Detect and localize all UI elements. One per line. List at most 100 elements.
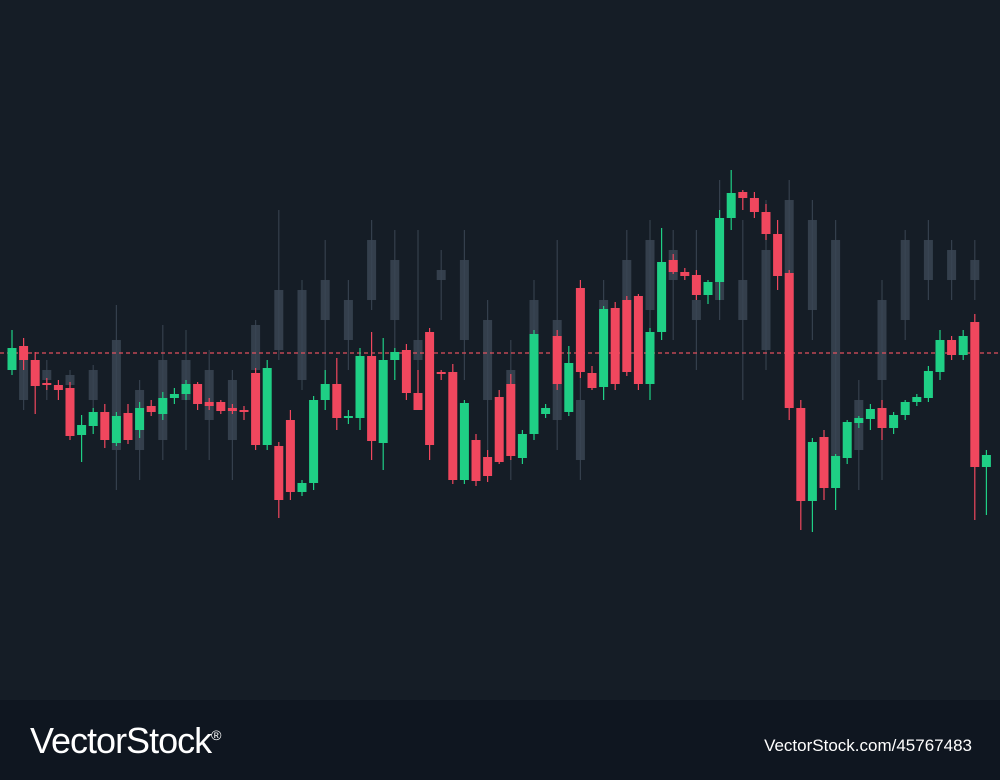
candle-body [42,370,52,380]
candle-body [158,398,168,414]
candle-body [65,388,75,436]
candle-body [784,273,794,408]
candle-body [726,193,736,218]
candle-body [889,415,899,428]
candle-body [111,416,121,443]
candle-body [610,308,620,384]
candle-body [807,220,817,310]
candle-body [575,288,585,372]
candle-body [587,373,597,388]
candle-body [715,218,725,282]
image-id: VectorStock.com/45767483 [764,736,972,755]
candle-body [981,455,991,467]
candle-body [947,250,957,280]
candle-body [633,296,643,384]
candle-body [42,383,52,385]
candle-body [390,260,400,320]
candle-body [831,456,841,488]
candle-body [262,368,272,445]
candle-body [900,402,910,415]
candle-body [436,372,446,374]
candle-body [657,262,667,332]
candle-body [796,408,806,501]
candle-body [30,360,40,386]
candle-body [367,356,377,441]
candle-body [204,402,214,406]
candle-body [436,270,446,280]
candle-body [923,371,933,398]
candle-body [471,440,481,481]
candle-body [958,336,968,355]
candle-body [923,240,933,280]
candle-body [761,212,771,234]
candle-body [459,403,469,480]
candle-body [970,322,980,467]
candle-body [88,370,98,400]
candle-body [274,290,284,350]
candle-body [19,360,29,400]
candle-body [309,400,319,483]
candle-body [332,384,342,418]
candle-body [645,332,655,384]
candle-body [204,370,214,420]
candle-body [738,280,748,320]
candle-body [494,397,504,462]
candle-body [541,408,551,414]
chart [0,170,1000,532]
candle-body [193,384,203,404]
candle-body [459,260,469,340]
candle-body [320,280,330,320]
candle-body [483,457,493,476]
candle-body [738,192,748,198]
candle-body [877,408,887,428]
candle-body [691,300,701,320]
candle-body [251,373,261,445]
candle-body [146,406,156,412]
candle-body [575,400,585,460]
candle-body [343,416,353,418]
candle-body [77,425,87,435]
candle-body [599,309,609,387]
candle-body [645,240,655,310]
candle-body [216,402,226,411]
candle-body [807,442,817,501]
registered: ® [211,727,221,743]
candle-body [19,346,29,360]
candle-body [378,360,388,443]
candle-body [622,300,632,372]
candle-body [529,334,539,434]
brand-text: VectorStock [30,720,212,761]
candle-body [517,434,527,458]
candle-body [53,385,63,390]
candle-body [842,422,852,458]
candle-body [181,384,191,394]
candle-body [703,282,713,295]
candle-body [169,394,179,398]
candle-body [506,384,516,456]
candle-body [320,384,330,400]
candle-body [865,409,875,419]
candle-body [251,325,261,370]
candle-body [135,408,145,430]
brand: VectorStock® [30,720,221,762]
candle-body [239,410,249,412]
candle-body [947,340,957,355]
candle-body [285,420,295,492]
candle-body [111,340,121,450]
candle-body [564,363,574,412]
footer: VectorStock® VectorStock.com/45767483 [0,700,1000,780]
candle-body [367,240,377,300]
candle-body [65,375,75,385]
candle-body [622,260,632,320]
candle-body [680,272,690,276]
candle-body [483,320,493,400]
candle-body [343,300,353,340]
candle-body [761,250,771,350]
candle-body [935,340,945,372]
candle-body [88,412,98,426]
candle-body [390,352,400,360]
candle-body [668,260,678,272]
candle-body [274,446,284,500]
candle-body [912,397,922,402]
